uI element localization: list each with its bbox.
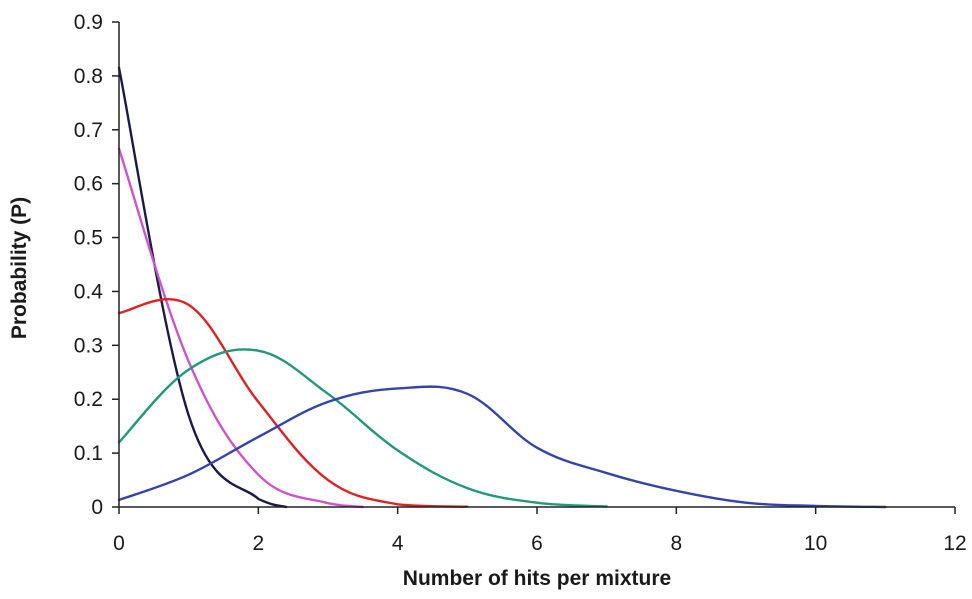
y-tick-label: 0 — [91, 496, 103, 519]
x-tick-label: 10 — [804, 532, 827, 555]
axis-layer: 0 0.1 0.2 0.3 0.4 0.5 0.6 0.7 0.8 0.9 0 2 4 6 8 10 12 — [74, 11, 967, 555]
y-tick-label: 0.6 — [74, 173, 103, 196]
series-line-5 — [117, 385, 887, 509]
y-tick-label: 0.9 — [74, 11, 103, 34]
x-tick-label: 6 — [531, 532, 543, 555]
x-tick-label: 12 — [943, 532, 966, 555]
x-axis-title: Number of hits per mixture — [403, 567, 671, 590]
series-line-3 — [117, 298, 469, 508]
series-layer — [117, 66, 887, 509]
y-tick-label: 0.5 — [74, 227, 103, 250]
y-tick-label: 0.3 — [74, 334, 103, 357]
y-tick-label: 0.1 — [74, 442, 103, 465]
x-tick-label: 0 — [113, 532, 125, 555]
y-tick-label: 0.4 — [74, 280, 104, 303]
y-tick-label: 0.8 — [74, 65, 103, 88]
y-axis-title: Probability (P) — [8, 197, 31, 339]
x-tick-label: 2 — [252, 532, 264, 555]
x-tick-label: 4 — [392, 532, 404, 555]
y-tick-label: 0.7 — [74, 119, 103, 142]
series-line-4 — [117, 348, 608, 508]
y-tick-label: 0.2 — [74, 388, 103, 411]
x-tick-label: 8 — [670, 532, 682, 555]
series-line-2 — [117, 147, 365, 509]
series-line-1 — [117, 66, 288, 509]
